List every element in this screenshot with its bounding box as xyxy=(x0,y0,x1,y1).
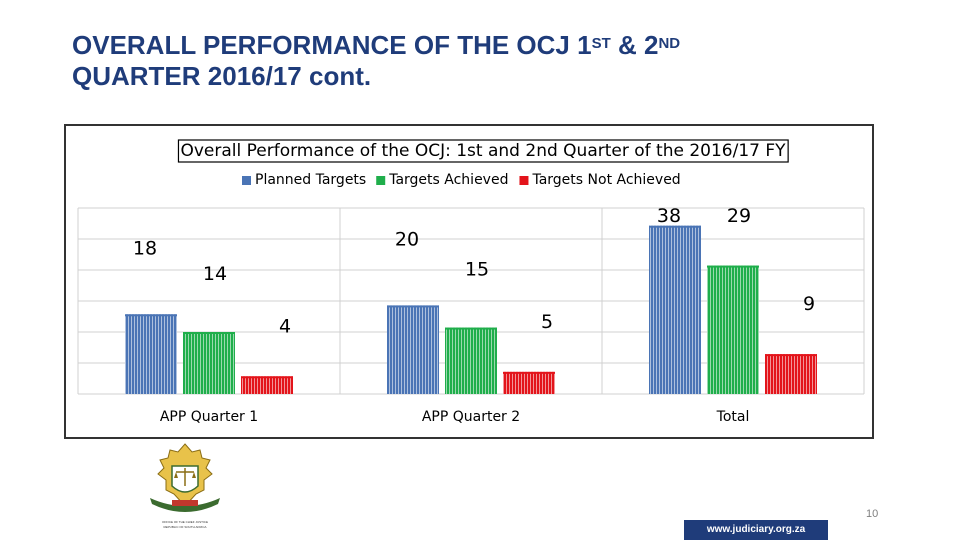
bar-2-1 xyxy=(503,371,555,394)
title-sup-1: ST xyxy=(591,35,611,52)
data-label-1-2: 29 xyxy=(727,205,751,227)
data-label-2-1: 5 xyxy=(541,311,553,333)
title-line-2: QUARTER 2016/17 cont. xyxy=(72,61,372,91)
x-tick-label-0: APP Quarter 1 xyxy=(160,409,258,425)
data-label-1-0: 14 xyxy=(203,263,227,285)
data-label-1-1: 15 xyxy=(465,259,489,281)
legend-label-0: Planned Targets xyxy=(255,172,366,188)
bar-top-1-1 xyxy=(445,327,497,330)
chart-frame: Overall Performance of the OCJ: 1st and … xyxy=(64,124,874,439)
x-tick-label-2: Total xyxy=(716,409,750,425)
legend-swatch-0 xyxy=(242,176,251,185)
data-label-0-0: 18 xyxy=(133,237,157,259)
data-label-2-0: 4 xyxy=(279,315,291,337)
data-label-2-2: 9 xyxy=(803,293,815,315)
title-part-2: & 2 xyxy=(610,30,659,60)
bar-1-0 xyxy=(183,332,235,394)
chart-title: Overall Performance of the OCJ: 1st and … xyxy=(180,141,786,161)
bar-top-0-0 xyxy=(125,314,177,317)
bar-top-1-0 xyxy=(183,332,235,334)
bar-top-2-0 xyxy=(241,376,293,379)
logo-text-line-2: REPUBLIC OF SOUTH AFRICA xyxy=(163,525,207,529)
website-link[interactable]: www.judiciary.org.za xyxy=(684,520,828,540)
slide-title: OVERALL PERFORMANCE OF THE OCJ 1ST & 2ND… xyxy=(72,30,832,92)
coat-of-arms-icon: OFFICE OF THE CHIEF JUSTICE REPUBLIC OF … xyxy=(140,440,230,537)
bar-0-2 xyxy=(649,225,701,394)
bar-top-0-1 xyxy=(387,305,439,308)
bar-0-1 xyxy=(387,305,439,394)
title-part-1: OVERALL PERFORMANCE OF THE OCJ 1 xyxy=(72,30,592,60)
legend-swatch-1 xyxy=(376,176,386,185)
bar-0-0 xyxy=(125,314,177,394)
data-label-0-1: 20 xyxy=(395,228,419,250)
x-tick-label-1: APP Quarter 2 xyxy=(422,409,520,425)
data-label-0-2: 38 xyxy=(657,205,681,227)
chart-title-box xyxy=(177,139,789,163)
bar-1-1 xyxy=(445,327,497,394)
legend-label-2: Targets Not Achieved xyxy=(531,172,680,188)
performance-chart: Overall Performance of the OCJ: 1st and … xyxy=(77,139,865,425)
title-sup-2: ND xyxy=(658,35,681,52)
legend-label-1: Targets Achieved xyxy=(388,172,508,188)
bar-2-0 xyxy=(241,376,293,394)
title-line-1: OVERALL PERFORMANCE OF THE OCJ 1ST & 2ND xyxy=(72,30,832,61)
logo-text-line-1: OFFICE OF THE CHIEF JUSTICE xyxy=(162,520,208,524)
bar-top-2-1 xyxy=(503,371,555,374)
bar-top-2-2 xyxy=(765,354,817,357)
bar-2-2 xyxy=(765,354,817,394)
page-number: 10 xyxy=(866,508,879,520)
bar-top-0-2 xyxy=(649,225,701,228)
bar-top-1-2 xyxy=(707,265,759,268)
legend-swatch-2 xyxy=(519,176,529,185)
bar-1-2 xyxy=(707,265,759,394)
